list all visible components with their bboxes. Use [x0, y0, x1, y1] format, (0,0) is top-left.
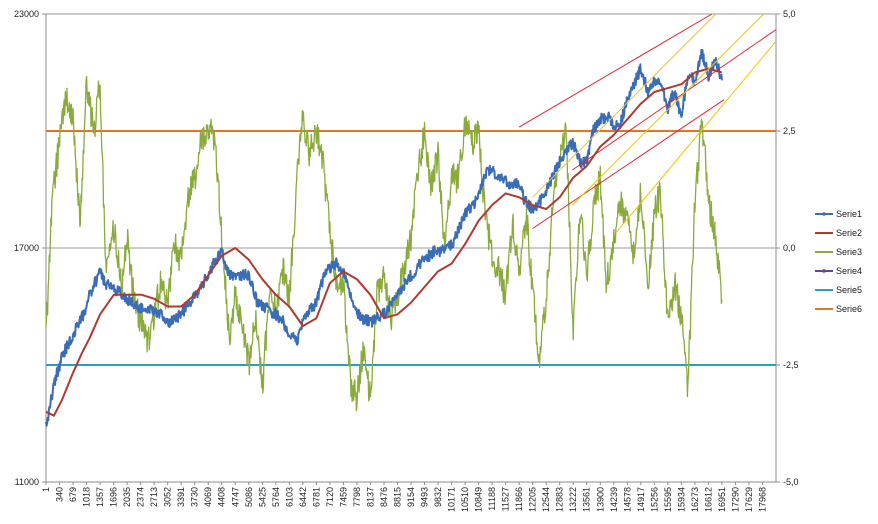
legend-label-serie4: Serie4: [836, 266, 862, 276]
x-tick-label: 5425: [257, 487, 267, 507]
legend-label-serie3: Serie3: [836, 247, 862, 257]
series-lines: [45, 49, 723, 427]
right-axis: -5,0 -2,5 0,0 2,5 5,0: [776, 9, 799, 487]
x-tick-label: 16612: [703, 487, 713, 512]
x-tick-label: 4747: [230, 487, 240, 507]
x-tick-label: 7798: [352, 487, 362, 507]
x-tick-label: 11866: [514, 487, 524, 511]
right-tick-label: 5,0: [783, 9, 796, 19]
x-tick-label: 7120: [325, 487, 335, 507]
yellow-channel-line: [532, 13, 717, 198]
x-tick-label: 8815: [392, 487, 402, 507]
legend-label-serie5: Serie5: [836, 285, 862, 295]
left-axis: 11000 17000 23000: [14, 9, 46, 487]
x-tick-label: 3391: [176, 487, 186, 507]
x-tick-label: 16951: [717, 487, 727, 512]
x-tick-label: 12205: [528, 487, 538, 512]
x-tick-label: 1357: [95, 487, 105, 507]
x-tick-label: 1018: [82, 487, 92, 507]
x-tick-label: 13222: [568, 487, 578, 512]
x-tick-label: 17968: [757, 487, 767, 512]
right-tick-label: -2,5: [783, 360, 799, 370]
left-tick-label: 23000: [14, 9, 39, 19]
x-tick-label: 14239: [609, 487, 619, 512]
x-tick-label: 15595: [663, 487, 673, 512]
yellow-channel-line: [571, 13, 765, 206]
x-tick-label: 4069: [203, 487, 213, 507]
x-tick-label: 8476: [379, 487, 389, 507]
legend-marker-serie1: [822, 212, 826, 216]
trend-channel-lines: [518, 13, 777, 233]
x-tick-label: 15256: [649, 487, 659, 512]
x-tick-label: 6442: [298, 487, 308, 507]
x-tick-label: 14578: [622, 487, 632, 512]
yellow-channel-line: [615, 40, 777, 233]
x-tick-label: 13561: [582, 487, 592, 512]
x-tick-label: 8137: [365, 487, 375, 507]
serie2-line: [45, 67, 723, 417]
right-tick-label: 0,0: [783, 243, 796, 253]
right-tick-label: 2,5: [783, 126, 796, 136]
x-tick-label: 5086: [244, 487, 254, 507]
x-tick-label: 3052: [163, 487, 173, 507]
x-tick-label: 2374: [136, 487, 146, 507]
x-tick-label: 10510: [460, 487, 470, 512]
x-tick-label: 17290: [730, 487, 740, 512]
x-tick-label: 9832: [433, 487, 443, 507]
x-tick-label: 6103: [284, 487, 294, 507]
x-tick-label: 12544: [541, 487, 551, 512]
x-tick-label: 11188: [487, 487, 497, 511]
x-tick-label: 14917: [636, 487, 646, 512]
x-tick-label: 15934: [676, 487, 686, 512]
left-tick-label: 11000: [15, 477, 39, 487]
x-tick-label: 12883: [555, 487, 565, 512]
x-tick-label: 3730: [190, 487, 200, 507]
serie3-line: [45, 75, 723, 412]
x-tick-label: 1: [41, 487, 51, 492]
x-tick-label: 9493: [420, 487, 430, 507]
x-tick-label: 7459: [338, 487, 348, 507]
red-channel-line: [532, 99, 725, 229]
reference-lines: [46, 130, 776, 366]
legend-label-serie2: Serie2: [836, 228, 862, 238]
serie1-line: [45, 49, 723, 427]
x-tick-label: 679: [68, 487, 78, 502]
x-tick-label: 10171: [447, 487, 457, 512]
legend-label-serie6: Serie6: [836, 304, 862, 314]
right-tick-label: -5,0: [783, 477, 799, 487]
legend: Serie1 Serie2 Serie3 Serie4 Serie5 Serie6: [815, 209, 862, 314]
x-tick-label: 16273: [690, 487, 700, 512]
x-tick-label: 6781: [311, 487, 321, 507]
x-tick-label: 11527: [501, 487, 511, 511]
x-tick-label: 1696: [109, 487, 119, 507]
x-axis: 1 340 679 1018 1357 1696 2035 2374 2713 3052 3391 3…: [41, 482, 767, 512]
x-tick-label: 2035: [122, 487, 132, 507]
x-tick-label: 340: [55, 487, 65, 502]
x-tick-label: 5764: [271, 487, 281, 507]
x-tick-label: 13900: [595, 487, 605, 512]
left-tick-label: 17000: [14, 243, 39, 253]
red-channel-line: [572, 29, 777, 171]
x-tick-label: 17629: [744, 487, 754, 512]
legend-label-serie1: Serie1: [836, 209, 862, 219]
legend-marker-serie4: [822, 269, 826, 273]
x-tick-label: 4408: [217, 487, 227, 507]
x-tick-label: 2713: [149, 487, 159, 507]
x-tick-label: 10849: [474, 487, 484, 512]
red-channel-line: [518, 13, 713, 128]
x-tick-label: 9154: [406, 487, 416, 507]
